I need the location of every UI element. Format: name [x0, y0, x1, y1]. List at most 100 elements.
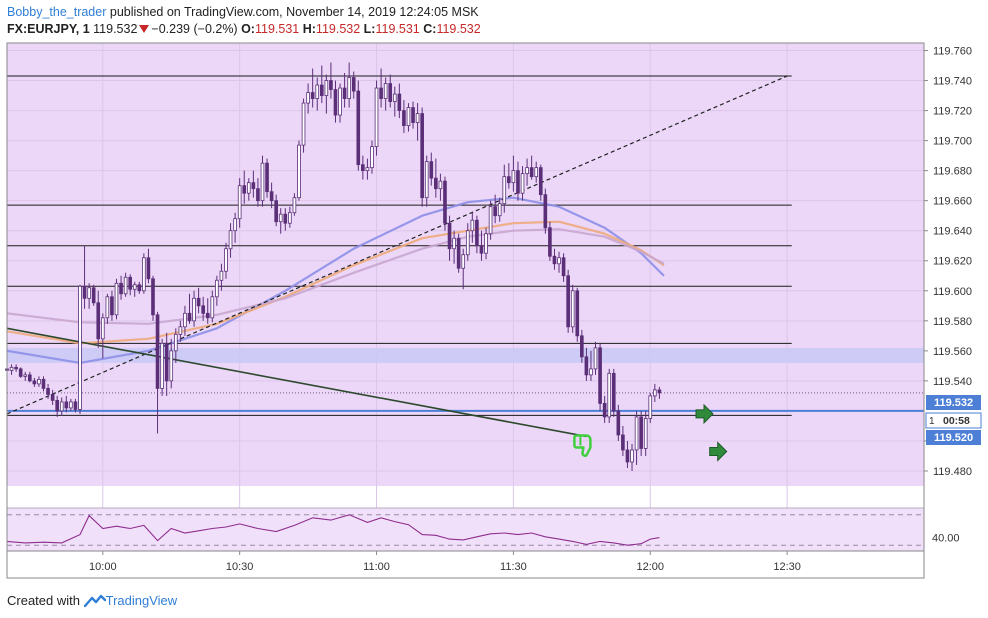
- candle-body: [538, 167, 543, 196]
- candle-body: [27, 374, 32, 382]
- candle: [164, 332, 169, 396]
- candle-body: [415, 113, 420, 123]
- publish-text: published on TradingView.com, November 1…: [106, 5, 479, 19]
- price-tick-label: 119.600: [933, 286, 972, 298]
- candle: [256, 178, 260, 207]
- candle-body: [155, 314, 160, 389]
- candle-body: [14, 366, 18, 370]
- candle-body: [219, 270, 224, 281]
- candle: [333, 80, 338, 123]
- candle: [648, 392, 653, 423]
- candle: [392, 86, 397, 117]
- candle: [475, 215, 479, 254]
- candle: [315, 77, 320, 111]
- candle: [534, 161, 539, 183]
- candle-body: [507, 176, 511, 184]
- trendlines[interactable]: [6, 75, 788, 438]
- candle-body: [456, 237, 461, 269]
- candle: [388, 74, 393, 108]
- candle-body: [621, 434, 625, 451]
- candle: [59, 397, 64, 416]
- candle-body: [160, 342, 164, 389]
- candle: [511, 155, 516, 192]
- candle-body: [475, 219, 479, 247]
- candle: [32, 377, 37, 387]
- candle-body: [561, 257, 566, 277]
- candle-body: [105, 296, 110, 319]
- support-zone: [7, 347, 924, 363]
- plot-background: [7, 43, 924, 486]
- candle-body: [529, 167, 534, 178]
- candle: [105, 293, 110, 324]
- candle: [429, 152, 434, 186]
- candle-body: [406, 107, 411, 126]
- candle: [228, 223, 233, 258]
- candle-body: [648, 395, 653, 419]
- candle: [27, 371, 32, 383]
- candle-body: [443, 180, 447, 224]
- candle-body: [356, 90, 361, 166]
- candle: [292, 193, 297, 216]
- candle-body: [73, 401, 78, 410]
- candle-body: [365, 167, 370, 172]
- price-tick-label: 119.540: [933, 376, 972, 388]
- candle-body: [178, 326, 183, 335]
- candle-body: [173, 333, 178, 352]
- author-link[interactable]: Bobby_the_trader: [7, 5, 107, 19]
- candle: [653, 383, 657, 402]
- close-label: C:: [423, 22, 437, 36]
- candle-body: [306, 92, 310, 104]
- high-label: H:: [302, 22, 316, 36]
- tradingview-link[interactable]: TradingView: [105, 593, 178, 608]
- candle: [319, 65, 324, 104]
- time-axis[interactable]: 10:00 10:30 11:00 11:30 12:00 12:30: [89, 551, 801, 573]
- candle: [55, 395, 59, 417]
- price-tick-label: 119.660: [933, 196, 972, 208]
- candle-body: [589, 368, 593, 376]
- candle: [18, 367, 23, 378]
- candle: [82, 245, 87, 309]
- candle: [329, 62, 333, 99]
- candle-body: [78, 285, 82, 410]
- candle-body: [201, 305, 205, 314]
- candle-body: [643, 418, 648, 449]
- price-chart[interactable]: 119.760 119.740 119.720 119.700 119.680 119.6…: [0, 0, 988, 590]
- candle: [443, 176, 447, 231]
- candle-body: [570, 290, 575, 328]
- candle: [516, 161, 520, 201]
- candle-body: [205, 312, 210, 319]
- candle: [548, 221, 552, 261]
- candle: [447, 215, 452, 261]
- price-tick-label: 119.720: [933, 106, 972, 118]
- candle: [201, 296, 205, 321]
- candle-body: [228, 230, 233, 250]
- candle-body: [484, 233, 488, 254]
- candle-body: [557, 257, 561, 265]
- candle: [128, 274, 132, 296]
- candle: [570, 284, 575, 333]
- candle-body: [50, 393, 55, 401]
- symbol-label[interactable]: FX:EURJPY, 1: [7, 22, 90, 36]
- rsi-line: [6, 514, 660, 546]
- candle: [87, 283, 91, 309]
- candle: [119, 275, 123, 300]
- chart-header: Bobby_the_trader published on TradingVie…: [0, 0, 988, 40]
- candle: [69, 398, 73, 411]
- candle: [488, 200, 493, 240]
- candle: [566, 269, 570, 333]
- candle: [452, 230, 456, 264]
- candle: [219, 263, 224, 291]
- candle-body: [319, 84, 324, 96]
- last-price-tag: 119.532: [926, 395, 981, 410]
- rsi-pane[interactable]: [7, 508, 924, 551]
- candle-body: [575, 290, 580, 337]
- candle: [593, 341, 598, 375]
- annotations[interactable]: [573, 403, 728, 462]
- candle: [438, 173, 443, 201]
- candle-body: [452, 237, 456, 250]
- candle: [607, 368, 612, 423]
- candle: [379, 68, 383, 108]
- price-tick-label: 119.580: [933, 316, 972, 328]
- candle-body: [187, 312, 192, 322]
- candle-body: [210, 296, 215, 319]
